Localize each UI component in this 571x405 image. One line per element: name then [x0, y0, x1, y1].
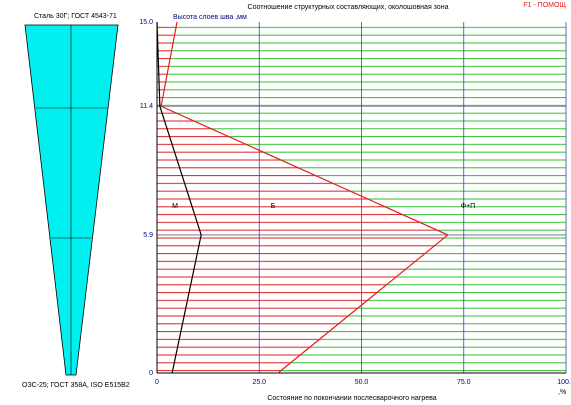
x-axis-label: Состояние по покончании послесварочного …: [267, 395, 436, 402]
x-unit: ,%: [558, 389, 566, 396]
y-tick-label: 11.4: [140, 103, 153, 110]
x-tick-label: 0: [155, 379, 159, 386]
y-axis-label: Высота слоев шва ,мм: [173, 14, 247, 21]
series-line: [160, 21, 449, 374]
x-tick-label: 75.0: [457, 379, 471, 386]
steel-label: Сталь 30Г; ГОСТ 4543-71: [34, 13, 117, 20]
x-tick-label: 50.0: [355, 379, 369, 386]
area-left: [157, 22, 448, 373]
help-hint[interactable]: F1 - ПОМОЩ: [523, 2, 566, 9]
region-label: Б: [271, 203, 276, 210]
series-line: [156, 21, 202, 374]
x-tick-label: 25.0: [252, 379, 266, 386]
plot: 0 25.0 50.0 75.0 100.0 0 5.9 11.4 15.0 М Б Ф+П: [139, 19, 571, 386]
region-label: Ф+П: [461, 203, 475, 210]
x-tick-label: 100.0: [557, 379, 571, 386]
area-right: [161, 22, 566, 373]
chart-title: Соотношение структурных составляющих, ок…: [248, 4, 449, 11]
weld-section: [24, 24, 119, 376]
y-tick-label: 5.9: [143, 232, 153, 239]
region-label: М: [172, 203, 178, 210]
y-tick-label: 15.0: [139, 19, 153, 26]
y-tick-label: 0: [149, 370, 153, 377]
electrode-label: ОЗС-25; ГОСТ 358А, ISO E515B2: [22, 382, 130, 389]
